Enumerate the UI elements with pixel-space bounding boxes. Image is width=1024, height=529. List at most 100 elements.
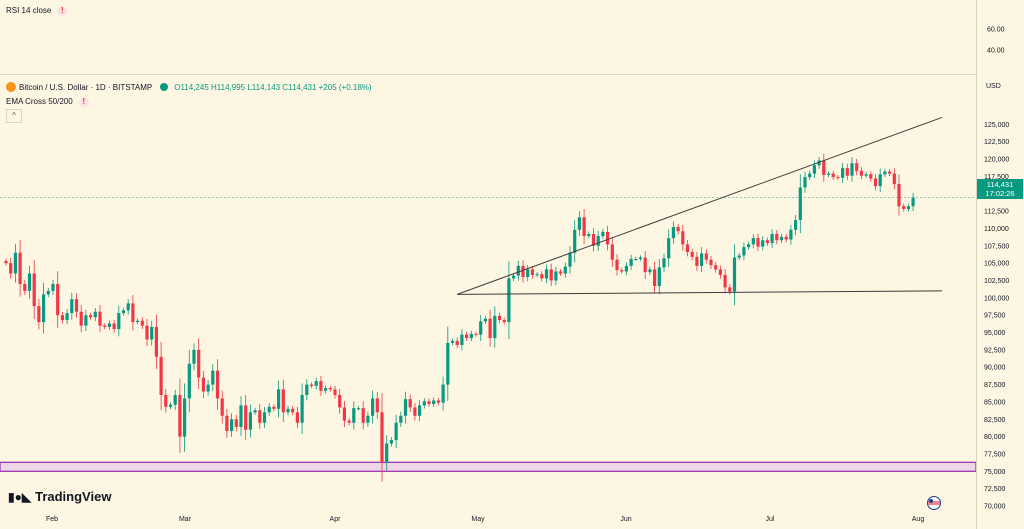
candle-body [51, 283, 55, 291]
candle-body [145, 325, 149, 340]
candle-body [361, 408, 365, 423]
candle-body [859, 170, 863, 176]
candle-body [634, 258, 638, 260]
candle-body [37, 306, 41, 323]
candle-body [93, 311, 97, 318]
rsi-label-text: RSI 14 close [6, 6, 52, 15]
candle-body [225, 415, 229, 432]
candle-body [450, 340, 455, 343]
candle-body [544, 269, 549, 279]
candle-body [192, 349, 196, 364]
candle-body [507, 278, 511, 323]
candle-body [70, 299, 74, 314]
rsi-tick-label: 40.00 [987, 47, 1005, 54]
candle-body [864, 174, 868, 176]
candle-body [892, 173, 896, 185]
candle-body [643, 257, 647, 273]
candle-body [371, 398, 375, 416]
candle-body [281, 389, 285, 413]
flag-icon[interactable] [925, 496, 943, 510]
candle-body [685, 244, 690, 253]
candle-body [718, 269, 722, 275]
candle-body [526, 269, 530, 278]
candle-body [549, 269, 553, 281]
candle-body [497, 315, 502, 321]
candle-body [215, 370, 220, 399]
candle-body [9, 263, 13, 274]
last-price-tag: 114,431 17:02:26 [977, 179, 1023, 199]
candle-body [620, 270, 624, 272]
brand-text: TradingView [35, 489, 112, 504]
candle-body [732, 257, 737, 292]
candle-body [648, 269, 652, 273]
candle-body [742, 247, 746, 256]
candle-body [765, 240, 769, 244]
candle-body [662, 258, 666, 268]
collapse-legend-button[interactable]: ^ [6, 109, 22, 123]
indicator-legend[interactable]: EMA Cross 50/200! [6, 97, 89, 107]
rsi-pane: RSI 14 close! [0, 0, 976, 75]
candle-body [380, 412, 384, 463]
candle-body [305, 384, 309, 395]
candle-body [831, 173, 835, 178]
candle-body [272, 406, 276, 409]
candle-body [300, 394, 304, 423]
candle-body [295, 412, 299, 423]
tradingview-logo[interactable]: ▮●◣ TradingView [8, 489, 111, 504]
price-tick-label: 82,500 [984, 417, 1006, 424]
candle-body [638, 257, 643, 259]
candle-body [779, 236, 784, 241]
candle-body [187, 363, 191, 399]
candle-body [624, 265, 628, 272]
indicator-title: EMA Cross 50/200 [6, 97, 73, 106]
candle-body [446, 342, 450, 385]
price-scale[interactable] [976, 0, 1024, 529]
candle-body [356, 408, 361, 410]
price-tick-label: 102,500 [984, 278, 1009, 285]
warning-icon[interactable]: ! [78, 97, 89, 107]
candle-body [850, 163, 854, 176]
candle-body [512, 275, 516, 279]
candle-body [775, 233, 779, 241]
candle-body [319, 381, 323, 391]
price-tick-label: 70,000 [984, 504, 1006, 511]
bitcoin-icon [6, 82, 16, 92]
candle-body [413, 407, 417, 416]
candle-body [812, 165, 816, 174]
candle-body [822, 160, 826, 176]
candle-body [610, 244, 614, 260]
candle-body [394, 422, 398, 441]
candle-body [770, 233, 774, 244]
price-tick-label: 95,000 [984, 330, 1006, 337]
candle-body [559, 271, 563, 274]
candle-body [493, 315, 497, 339]
candle-body [587, 233, 591, 237]
candle-body [784, 236, 788, 240]
currency-label[interactable]: USD [986, 83, 1001, 90]
candle-body [794, 220, 798, 230]
time-tick-label: Aug [912, 516, 925, 523]
candle-body [408, 399, 412, 408]
candle-body [154, 326, 158, 357]
candle-body [808, 173, 812, 178]
time-tick-label: Jul [766, 516, 775, 523]
candle-body [817, 160, 821, 166]
candle-body [488, 318, 492, 339]
symbol-title[interactable]: Bitcoin / U.S. Dollar · 1D · BITSTAMP [19, 83, 153, 92]
warning-icon[interactable]: ! [57, 6, 68, 16]
price-tick-label: 92,500 [984, 347, 1006, 354]
candle-body [258, 410, 262, 423]
candle-body [253, 410, 257, 413]
candle-body [911, 197, 915, 207]
candle-body [700, 253, 704, 266]
candle-body [878, 174, 882, 187]
time-tick-label: Mar [179, 516, 192, 523]
price-tick-label: 110,000 [984, 226, 1009, 233]
candle-body [554, 271, 558, 281]
support-zone [0, 461, 977, 472]
price-tick-label: 105,000 [984, 261, 1009, 268]
candle-body [737, 255, 741, 258]
candle-body [366, 415, 370, 423]
candle-body [60, 315, 64, 321]
